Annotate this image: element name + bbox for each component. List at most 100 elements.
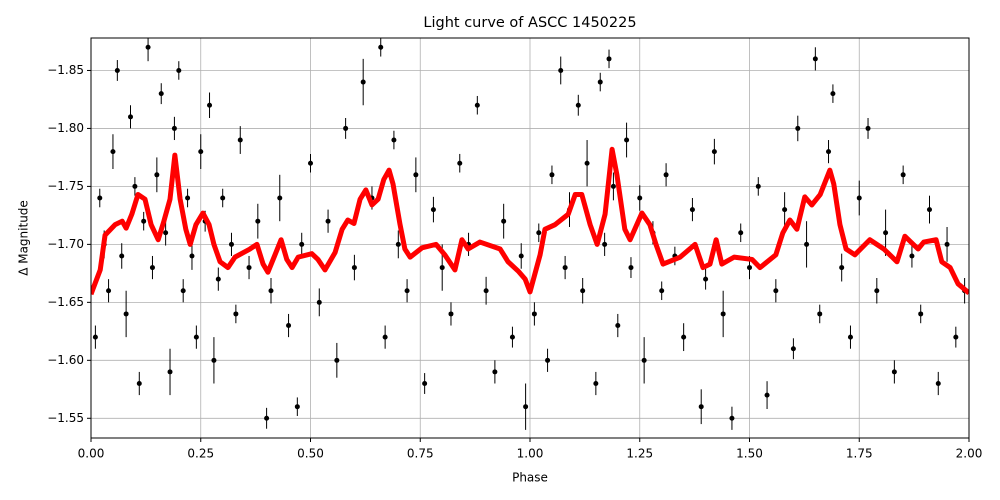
data-point: [395, 241, 401, 247]
data-point: [839, 265, 845, 271]
data-point: [593, 381, 599, 387]
data-point: [883, 230, 889, 236]
data-point: [865, 125, 871, 131]
x-tick-label: 0.75: [407, 447, 434, 461]
data-point: [918, 311, 924, 317]
data-point: [900, 172, 906, 178]
data-point: [689, 207, 695, 213]
data-point: [92, 334, 98, 340]
data-point: [360, 79, 366, 85]
data-point: [509, 334, 515, 340]
data-point: [343, 125, 349, 131]
data-point: [764, 392, 770, 398]
data-point: [277, 195, 283, 201]
data-point: [641, 357, 647, 363]
data-point: [804, 241, 810, 247]
model-curve: [91, 146, 969, 296]
x-tick-label: 1.25: [626, 447, 653, 461]
data-point: [220, 195, 226, 201]
data-point: [176, 67, 182, 73]
data-point: [255, 218, 261, 224]
data-point: [663, 172, 669, 178]
data-point: [334, 357, 340, 363]
data-point: [264, 415, 270, 421]
data-point: [149, 265, 155, 271]
data-point: [286, 323, 292, 329]
x-tick-label: 0.50: [297, 447, 324, 461]
data-point: [404, 288, 410, 294]
data-point: [114, 67, 120, 73]
data-point: [729, 415, 735, 421]
data-point: [773, 288, 779, 294]
data-point: [413, 172, 419, 178]
data-point: [351, 265, 357, 271]
data-point: [180, 288, 186, 294]
data-point: [531, 311, 537, 317]
grid: [90, 38, 970, 438]
data-point: [316, 299, 322, 305]
plot: [91, 38, 969, 430]
data-point: [698, 404, 704, 410]
data-point: [185, 195, 191, 201]
data-point: [782, 207, 788, 213]
y-tick-label: −1.55: [47, 411, 84, 425]
y-tick-label: −1.85: [47, 63, 84, 77]
data-point: [136, 381, 142, 387]
data-point: [874, 288, 880, 294]
data-point: [193, 334, 199, 340]
data-point: [720, 311, 726, 317]
data-point: [795, 125, 801, 131]
data-point: [536, 230, 542, 236]
data-point: [158, 91, 164, 97]
data-point: [391, 137, 397, 143]
data-point: [584, 160, 590, 166]
data-point: [847, 334, 853, 340]
y-tick-label: −1.80: [47, 121, 84, 135]
data-point: [163, 230, 169, 236]
data-point: [474, 102, 480, 108]
chart-title: Light curve of ASCC 1450225: [423, 15, 636, 31]
data-point: [549, 172, 555, 178]
y-tick-label: −1.75: [47, 179, 84, 193]
data-point: [909, 253, 915, 259]
data-point: [597, 79, 603, 85]
data-point: [606, 56, 612, 62]
data-point: [681, 334, 687, 340]
data-point: [237, 137, 243, 143]
data-point: [145, 44, 151, 50]
data-point: [580, 288, 586, 294]
data-point: [207, 102, 213, 108]
y-axis-label: Δ Magnitude: [17, 200, 31, 276]
data-point: [747, 265, 752, 271]
data-point: [944, 241, 950, 247]
x-tick-label: 1.50: [736, 447, 763, 461]
data-point: [422, 381, 428, 387]
data-point: [119, 253, 125, 259]
data-point: [826, 149, 832, 155]
data-point: [457, 160, 463, 166]
data-point: [128, 114, 134, 120]
data-point: [268, 288, 274, 294]
data-point: [935, 381, 941, 387]
data-point: [439, 265, 445, 271]
y-tick-label: −1.70: [47, 237, 84, 251]
data-point: [198, 149, 204, 155]
data-point: [545, 357, 551, 363]
data-point: [518, 253, 524, 259]
data-point: [448, 311, 454, 317]
data-point: [659, 288, 665, 294]
x-tick-label: 1.75: [846, 447, 873, 461]
data-point: [132, 183, 138, 189]
data-point: [830, 91, 836, 97]
y-tick-label: −1.65: [47, 295, 84, 309]
data-point: [215, 276, 221, 282]
data-point: [325, 218, 331, 224]
x-tick-label: 2.00: [956, 447, 983, 461]
data-point: [624, 137, 630, 143]
data-point: [246, 265, 252, 271]
data-point: [558, 67, 564, 73]
data-point: [953, 334, 959, 340]
data-point: [430, 207, 436, 213]
data-point: [891, 369, 897, 375]
